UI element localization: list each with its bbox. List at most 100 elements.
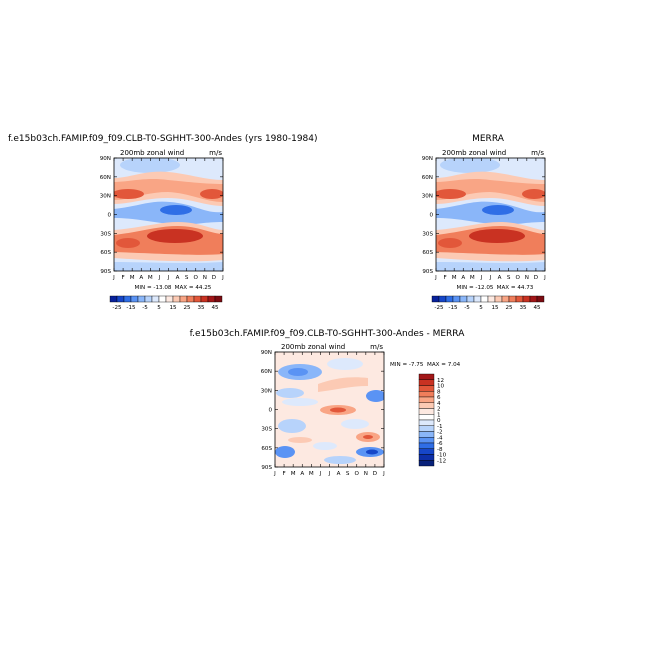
x-tick-label: A xyxy=(498,275,502,281)
colorbar-swatch xyxy=(109,295,118,303)
colorbar-swatch xyxy=(418,425,435,432)
x-tick-label: N xyxy=(525,275,529,281)
x-tick-label: A xyxy=(139,275,143,281)
colorbar-label: 45 xyxy=(533,305,541,311)
x-tick-label: J xyxy=(112,275,115,281)
panel-difference-units: m/s xyxy=(370,343,383,351)
colorbar-swatch xyxy=(418,402,435,409)
colorbar-swatch xyxy=(130,295,139,303)
colorbar-label: -6 xyxy=(437,441,443,447)
colorbar-label: 35 xyxy=(519,305,527,311)
panel-merra-units: m/s xyxy=(531,149,544,157)
x-tick-label: J xyxy=(489,275,492,281)
colorbar-swatch xyxy=(494,295,503,303)
colorbar-label: -15 xyxy=(448,305,458,311)
x-tick-label: D xyxy=(534,275,538,281)
colorbar-swatch xyxy=(418,448,435,455)
panel-model-min: MIN = -13.08 xyxy=(135,285,172,291)
colorbar-label: 2 xyxy=(437,407,441,413)
x-tick-label: A xyxy=(300,471,304,477)
x-tick-label: D xyxy=(373,471,377,477)
colorbar-swatch xyxy=(445,295,454,303)
panel-difference-field xyxy=(275,352,384,467)
colorbar-swatch xyxy=(116,295,125,303)
colorbar-label: 10 xyxy=(437,384,445,390)
colorbar-swatch xyxy=(438,295,447,303)
colorbar-label: -8 xyxy=(437,447,443,453)
panel-merra-max: MAX = 44.73 xyxy=(497,285,534,291)
x-tick-label: J xyxy=(319,471,322,477)
y-tick-label: 90N xyxy=(100,156,111,162)
colorbar-label: 1 xyxy=(437,412,441,418)
colorbar-swatch xyxy=(418,379,435,386)
x-tick-label: F xyxy=(121,275,124,281)
colorbar-swatch xyxy=(186,295,195,303)
panel-merra-colorbar: -25 -15 -5 5 15 25 35 45 xyxy=(431,295,545,311)
x-tick-label: J xyxy=(328,471,331,477)
x-tick-label: A xyxy=(461,275,465,281)
y-tick-label: 90N xyxy=(422,156,433,162)
colorbar-swatch xyxy=(144,295,153,303)
y-tick-label: 60S xyxy=(100,250,111,256)
colorbar-label: -12 xyxy=(437,458,446,464)
y-tick-label: 90S xyxy=(100,269,111,275)
x-tick-label: O xyxy=(194,275,199,281)
colorbar-swatch xyxy=(480,295,489,303)
panel-model-max: MAX = 44.25 xyxy=(175,285,212,291)
colorbar-swatch xyxy=(536,295,545,303)
colorbar-label: 15 xyxy=(169,305,177,311)
colorbar-swatch xyxy=(418,419,435,426)
x-tick-label: J xyxy=(434,275,437,281)
x-tick-label: M xyxy=(452,275,457,281)
colorbar-swatch xyxy=(529,295,538,303)
colorbar-swatch xyxy=(179,295,188,303)
colorbar-label: 25 xyxy=(183,305,191,311)
panel-difference-max: MAX = 7.04 xyxy=(427,362,461,368)
colorbar-swatch xyxy=(418,437,435,444)
y-tick-label: 60S xyxy=(261,446,272,452)
y-tick-label: 90S xyxy=(261,465,272,471)
colorbar-swatch xyxy=(418,385,435,392)
panel-model-subtitle: 200mb zonal wind xyxy=(120,149,184,157)
x-tick-label: S xyxy=(185,275,189,281)
x-tick-label: J xyxy=(167,275,170,281)
x-tick-label: N xyxy=(364,471,368,477)
colorbar-label: -2 xyxy=(437,430,443,436)
colorbar-swatch xyxy=(418,454,435,461)
y-tick-label: 0 xyxy=(429,213,433,219)
colorbar-swatch xyxy=(487,295,496,303)
colorbar-label: 25 xyxy=(505,305,513,311)
y-tick-label: 0 xyxy=(268,408,272,414)
right-panel-title: MERRA xyxy=(472,134,505,144)
x-tick-label: J xyxy=(158,275,161,281)
y-tick-label: 60S xyxy=(422,250,433,256)
colorbar-swatch xyxy=(418,460,435,467)
colorbar-swatch xyxy=(151,295,160,303)
y-tick-label: 60N xyxy=(100,175,111,181)
colorbar-swatch xyxy=(418,396,435,403)
x-tick-label: O xyxy=(355,471,360,477)
x-tick-label: J xyxy=(480,275,483,281)
colorbar-swatch xyxy=(158,295,167,303)
colorbar-label: 12 xyxy=(437,378,444,384)
y-tick-label: 30N xyxy=(422,194,433,200)
y-tick-label: 60N xyxy=(422,175,433,181)
colorbar-swatch xyxy=(466,295,475,303)
y-tick-label: 30S xyxy=(422,231,433,237)
x-tick-label: D xyxy=(212,275,216,281)
colorbar-label: -1 xyxy=(437,424,443,430)
panel-merra-subtitle: 200mb zonal wind xyxy=(442,149,506,157)
panel-merra-min: MIN = -12.05 xyxy=(457,285,494,291)
panel-model-units: m/s xyxy=(209,149,222,157)
colorbar-swatch xyxy=(515,295,524,303)
colorbar-label: -5 xyxy=(464,305,470,311)
colorbar-label: 5 xyxy=(479,305,483,311)
colorbar-label: -5 xyxy=(142,305,148,311)
colorbar-swatch xyxy=(172,295,181,303)
x-tick-label: F xyxy=(443,275,446,281)
colorbar-label: 5 xyxy=(157,305,161,311)
y-tick-label: 60N xyxy=(261,369,272,375)
colorbar-swatch xyxy=(522,295,531,303)
